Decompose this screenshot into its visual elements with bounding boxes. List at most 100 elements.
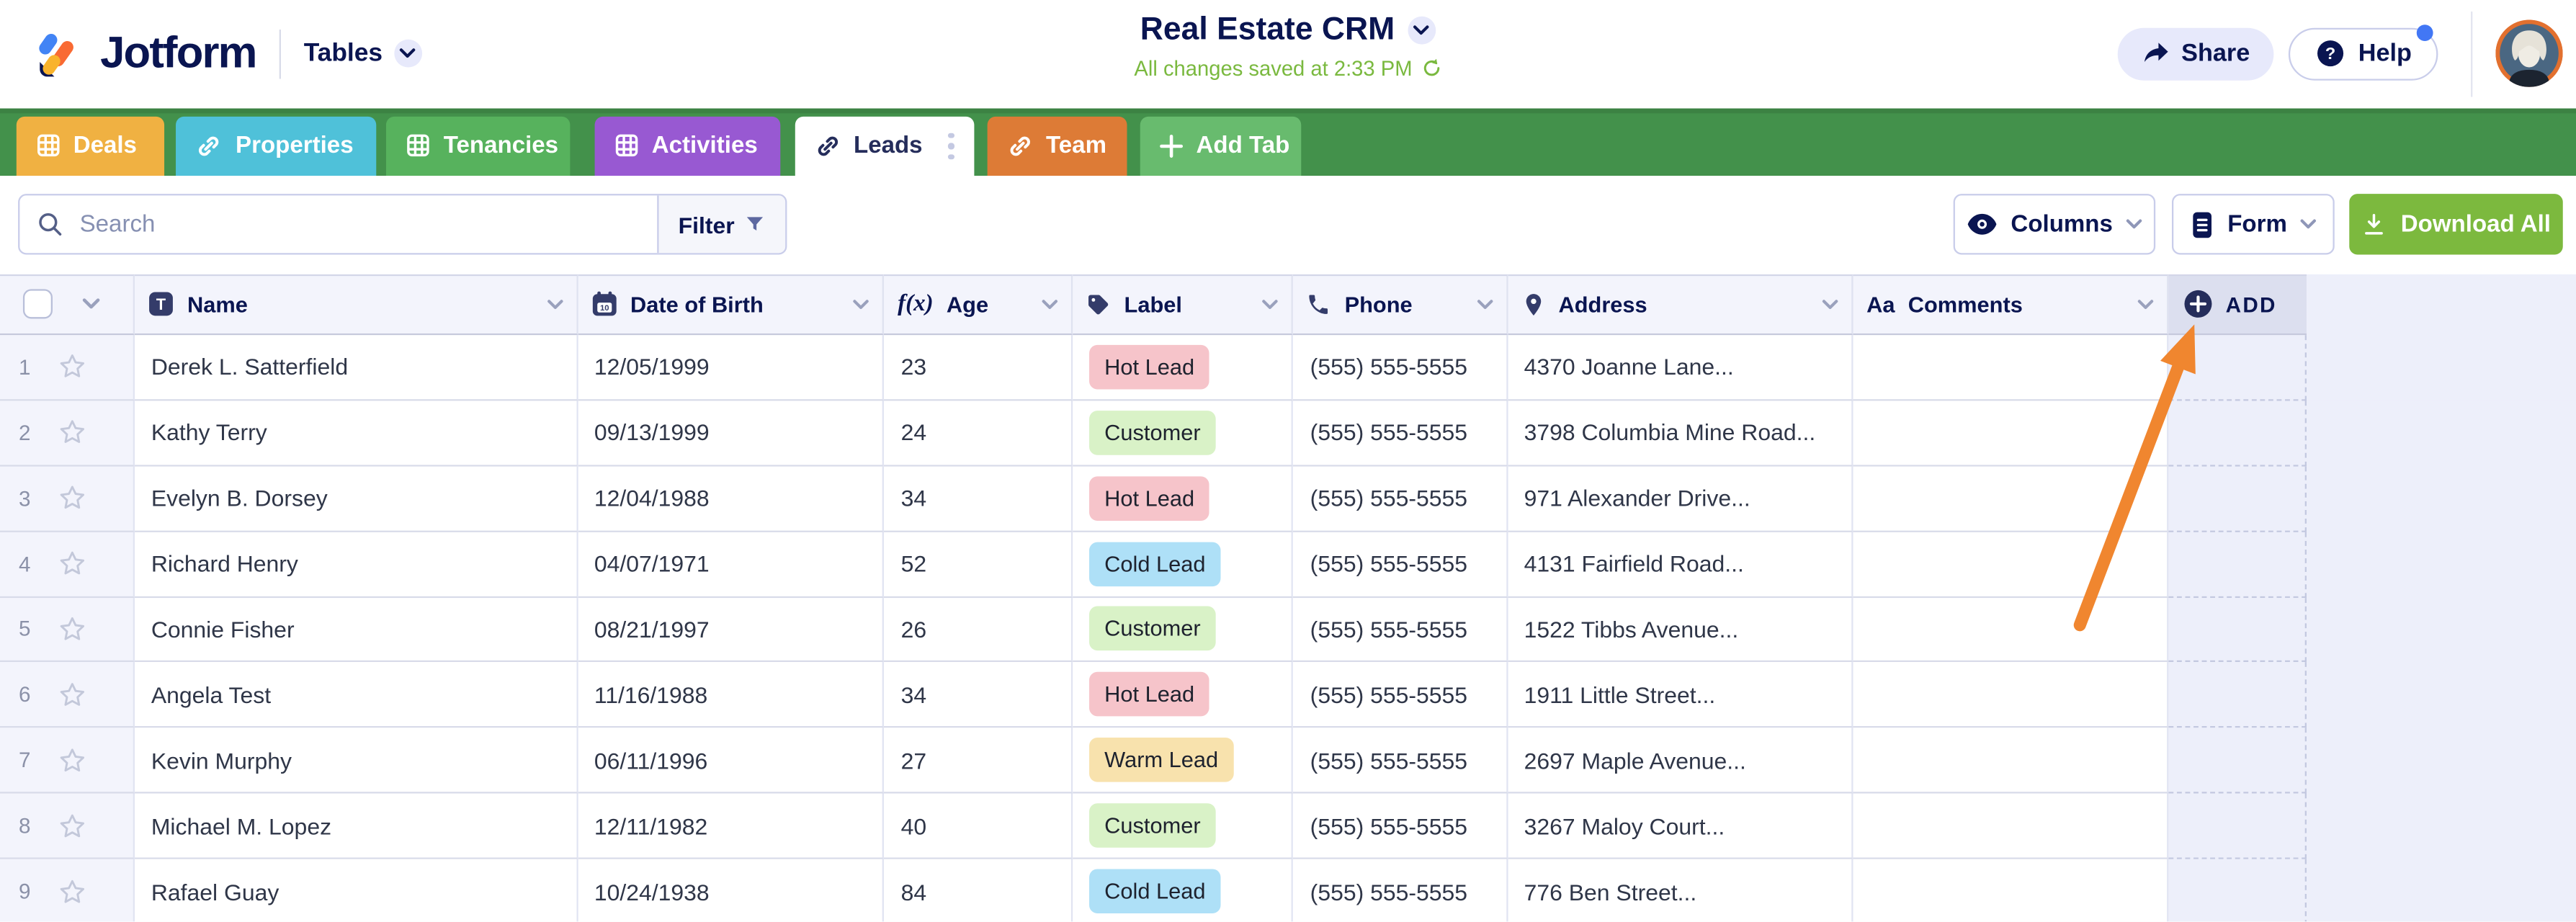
cell-phone[interactable]: (555) 555-5555 [1293,466,1508,532]
cell-dob[interactable]: 10/24/1938 [578,859,885,922]
cell-phone[interactable]: (555) 555-5555 [1293,794,1508,860]
title-chevron-icon[interactable] [1408,16,1436,45]
cell-comments[interactable] [1853,400,2168,467]
column-header-dob[interactable]: 10 Date of Birth [578,273,885,336]
cell-label[interactable]: Hot Lead [1073,663,1294,729]
cell-age[interactable]: 84 [884,859,1073,922]
column-header-comments[interactable]: Aa Comments [1853,273,2168,336]
star-icon[interactable] [58,811,87,841]
cell-age[interactable]: 24 [884,400,1073,467]
chevron-down-icon[interactable] [1042,299,1059,310]
chevron-down-icon[interactable] [1823,299,1839,310]
product-switcher[interactable]: Tables [304,39,422,68]
select-all-header[interactable] [0,273,135,336]
cell-comments[interactable] [1853,532,2168,598]
cell-address[interactable]: 1522 Tibbs Avenue... [1507,597,1853,663]
label-badge[interactable]: Customer [1089,803,1216,849]
add-column-cell[interactable] [2168,794,2307,860]
cell-comments[interactable] [1853,335,2168,401]
cell-dob[interactable]: 12/04/1988 [578,466,885,532]
cell-name[interactable]: Evelyn B. Dorsey [135,466,578,532]
cell-label[interactable]: Cold Lead [1073,859,1294,922]
label-badge[interactable]: Customer [1089,607,1216,652]
cell-age[interactable]: 34 [884,466,1073,532]
cell-dob[interactable]: 12/05/1999 [578,335,885,401]
cell-name[interactable]: Connie Fisher [135,597,578,663]
cell-name[interactable]: Kevin Murphy [135,728,578,795]
add-column-cell[interactable] [2168,532,2307,598]
cell-label[interactable]: Customer [1073,794,1294,860]
chevron-down-icon[interactable] [82,297,100,310]
star-icon[interactable] [58,549,87,578]
cell-comments[interactable] [1853,859,2168,922]
add-column-cell[interactable] [2168,466,2307,532]
label-badge[interactable]: Hot Lead [1089,475,1209,521]
cell-name[interactable]: Kathy Terry [135,400,578,467]
cell-dob[interactable]: 06/11/1996 [578,728,885,795]
cell-dob[interactable]: 09/13/1999 [578,400,885,467]
tab-team[interactable]: Team [986,116,1127,176]
cell-phone[interactable]: (555) 555-5555 [1293,400,1508,467]
cell-phone[interactable]: (555) 555-5555 [1293,663,1508,729]
cell-address[interactable]: 971 Alexander Drive... [1507,466,1853,532]
tab-activities[interactable]: Activities [594,116,780,176]
add-column-cell[interactable] [2168,728,2307,795]
cell-comments[interactable] [1853,663,2168,729]
cell-label[interactable]: Cold Lead [1073,532,1294,598]
star-icon[interactable] [58,352,87,382]
cell-age[interactable]: 26 [884,597,1073,663]
cell-dob[interactable]: 12/11/1982 [578,794,885,860]
brand[interactable]: Jotform Tables [35,0,422,108]
tab-menu-dots[interactable] [942,132,954,161]
label-badge[interactable]: Warm Lead [1089,738,1233,783]
cell-name[interactable]: Rafael Guay [135,859,578,922]
label-badge[interactable]: Hot Lead [1089,344,1209,390]
cell-address[interactable]: 3267 Maloy Court... [1507,794,1853,860]
chevron-down-icon[interactable] [547,299,563,310]
columns-button[interactable]: Columns [1953,194,2156,256]
chevron-down-icon[interactable] [1263,299,1279,310]
chevron-down-icon[interactable] [1476,299,1493,310]
cell-label[interactable]: Warm Lead [1073,728,1294,795]
cell-address[interactable]: 4370 Joanne Lane... [1507,335,1853,401]
avatar[interactable] [2495,20,2563,88]
cell-address[interactable]: 4131 Fairfield Road... [1507,532,1853,598]
cell-name[interactable]: Richard Henry [135,532,578,598]
cell-comments[interactable] [1853,597,2168,663]
cell-address[interactable]: 2697 Maple Avenue... [1507,728,1853,795]
cell-age[interactable]: 52 [884,532,1073,598]
add-column-button[interactable]: ADD [2168,273,2307,336]
cell-phone[interactable]: (555) 555-5555 [1293,728,1508,795]
cell-dob[interactable]: 04/07/1971 [578,532,885,598]
cell-age[interactable]: 34 [884,663,1073,729]
tab-tenancies[interactable]: Tenancies [385,116,571,176]
cell-comments[interactable] [1853,466,2168,532]
column-header-label[interactable]: Label [1073,273,1294,336]
filter-button[interactable]: Filter [657,195,786,254]
tab-properties[interactable]: Properties [176,116,377,176]
cell-name[interactable]: Derek L. Satterfield [135,335,578,401]
share-button[interactable]: Share [2117,27,2275,81]
cell-address[interactable]: 3798 Columbia Mine Road... [1507,400,1853,467]
cell-age[interactable]: 23 [884,335,1073,401]
cell-label[interactable]: Customer [1073,400,1294,467]
cell-phone[interactable]: (555) 555-5555 [1293,532,1508,598]
label-badge[interactable]: Cold Lead [1089,541,1221,586]
form-button[interactable]: Form [2171,194,2335,256]
select-all-checkbox[interactable] [22,290,53,320]
column-header-name[interactable]: T Name [135,273,578,336]
star-icon[interactable] [58,418,87,447]
download-all-button[interactable]: Download All [2349,194,2563,256]
cell-phone[interactable]: (555) 555-5555 [1293,859,1508,922]
cell-comments[interactable] [1853,728,2168,795]
label-badge[interactable]: Customer [1089,410,1216,455]
chevron-down-icon[interactable] [853,299,869,310]
cell-age[interactable]: 40 [884,794,1073,860]
star-icon[interactable] [58,877,87,906]
label-badge[interactable]: Cold Lead [1089,869,1221,914]
cell-dob[interactable]: 11/16/1988 [578,663,885,729]
add-column-cell[interactable] [2168,859,2307,922]
cell-name[interactable]: Michael M. Lopez [135,794,578,860]
star-icon[interactable] [58,746,87,775]
column-header-phone[interactable]: Phone [1293,273,1508,336]
